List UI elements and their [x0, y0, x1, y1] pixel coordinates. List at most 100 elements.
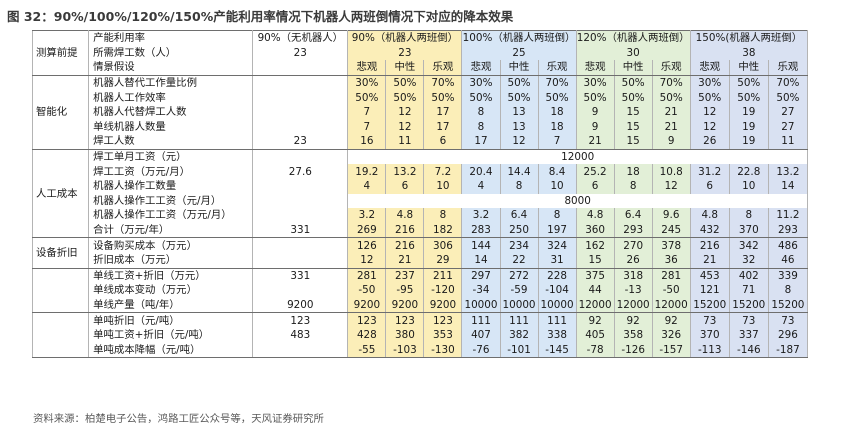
data-cell: 293: [768, 222, 809, 239]
row-label: 单吨折旧（元/吨）: [88, 312, 254, 328]
scenario-label: 悲观: [461, 60, 501, 76]
data-cell: 360: [576, 222, 615, 239]
data-cell: 7.2: [423, 164, 463, 179]
data-cell: 6.4: [500, 208, 539, 223]
data-cell: 73: [690, 312, 730, 328]
data-cell: 73: [729, 312, 769, 328]
data-cell: 293: [614, 222, 653, 239]
row-label: 单线工资+折旧（万元）: [88, 267, 254, 284]
row-label: 合计（万元/年）: [88, 222, 254, 239]
data-cell: 126: [347, 237, 387, 253]
data-cell: 3.2: [461, 208, 501, 223]
data-cell: 70%: [538, 74, 577, 91]
spanning-value: 12000: [347, 148, 808, 165]
base-value: 9200: [252, 297, 349, 314]
table-row: 单线机器人数量 7 12 17 8 13 18 9 15 21 12 19 27: [33, 119, 809, 135]
data-cell: 10: [538, 178, 577, 194]
row-label: 焊工单月工资（元）: [88, 148, 254, 165]
group-header: 100%（机器人两班倒）: [461, 29, 577, 46]
row-label: 机器人替代工作量比例: [88, 74, 254, 91]
data-cell: -13: [614, 283, 653, 298]
base-value: [252, 252, 349, 269]
data-cell: 6: [385, 178, 425, 194]
data-cell: 15: [576, 252, 615, 269]
data-cell: 245: [652, 222, 691, 239]
data-cell: 9.6: [652, 208, 691, 223]
data-cell: 8: [768, 283, 809, 298]
data-cell: 237: [385, 267, 425, 284]
data-cell: 19: [729, 119, 769, 135]
data-cell: 182: [423, 222, 463, 239]
data-cell: 382: [500, 327, 539, 343]
table-row: 单线产量（吨/年） 9200 9200 9200 9200 10000 10000 10000…: [33, 297, 809, 314]
data-cell: 50%: [423, 90, 463, 105]
data-cell: 370: [690, 327, 730, 343]
table-row: 机器人代替焊工人数 7 12 17 8 13 18 9 15 21 12 19 27: [33, 104, 809, 120]
data-cell: -95: [385, 283, 425, 298]
table-row: 单线成本变动（万元） -50 -95 -120 -34 -59 -104 44 -13 -50 12…: [33, 283, 809, 298]
base-value: [252, 342, 349, 359]
data-cell: 14: [768, 178, 809, 194]
data-cell: 16: [347, 134, 387, 150]
data-cell: -34: [461, 283, 501, 298]
data-cell: 25.2: [576, 164, 615, 179]
base-value: [252, 60, 349, 76]
data-cell: 27: [768, 104, 809, 120]
data-cell: 15: [614, 134, 653, 150]
data-cell: 432: [690, 222, 730, 239]
data-cell: 70%: [768, 74, 809, 91]
data-cell: 70%: [423, 74, 463, 91]
base-value: [252, 208, 349, 223]
data-cell: 4: [347, 178, 387, 194]
cost-table-wrapper: 测算前提 产能利用率 90%（无机器人） 90%（机器人两班倒） 100%（机器人两班倒…: [31, 29, 809, 359]
data-cell: 144: [461, 237, 501, 253]
table-row: 机器人操作工工资（元/月） 8000: [33, 193, 808, 209]
base-value: [252, 178, 349, 194]
row-label: 单线产量（吨/年）: [88, 297, 254, 314]
table-row: 合计（万元/年） 331 269 216 182 283 250 197 360 293 245 43…: [33, 222, 809, 239]
data-cell: 30%: [576, 74, 615, 91]
data-cell: 50%: [385, 90, 425, 105]
table-row: 人工成本 焊工单月工资（元） 12000: [31, 148, 808, 239]
data-cell: 4.8: [385, 208, 425, 223]
data-cell: 30%: [347, 74, 387, 91]
data-cell: 50%: [461, 90, 501, 105]
merged-value: 25: [461, 45, 577, 61]
data-cell: 402: [729, 267, 769, 284]
data-cell: 9: [576, 104, 615, 120]
data-cell: 30%: [690, 74, 730, 91]
data-cell: 11: [768, 134, 809, 150]
data-cell: 19.2: [347, 164, 387, 179]
base-value: [252, 74, 349, 91]
data-cell: 9200: [347, 297, 387, 314]
section-label: 人工成本: [31, 148, 90, 239]
data-cell: 6.4: [614, 208, 653, 223]
data-cell: 8.4: [538, 164, 577, 179]
data-cell: 31: [538, 252, 577, 269]
data-cell: 12: [652, 178, 691, 194]
data-cell: 92: [576, 312, 615, 328]
row-label: 机器人操作工工资（万元/月）: [88, 208, 254, 223]
data-cell: 8: [729, 208, 769, 223]
scenario-label: 乐观: [652, 60, 691, 76]
data-cell: 228: [538, 267, 577, 284]
data-cell: 306: [423, 237, 463, 253]
section-label: 测算前提: [31, 30, 90, 76]
data-cell: 26: [690, 134, 730, 150]
scenario-label: 中性: [729, 60, 769, 76]
data-cell: 50%: [576, 90, 615, 105]
data-cell: 36: [652, 252, 691, 269]
row-label: 机器人工作效率: [88, 90, 254, 105]
base-value: [252, 283, 349, 298]
scenario-label: 悲观: [576, 60, 615, 76]
scenario-label: 悲观: [347, 60, 387, 76]
data-cell: 8: [614, 178, 653, 194]
data-cell: -145: [538, 342, 577, 359]
data-cell: 9: [652, 134, 691, 150]
data-cell: 11.2: [768, 208, 809, 223]
data-cell: 4.8: [690, 208, 730, 223]
row-label: 单线机器人数量: [88, 119, 254, 135]
data-cell: 8: [500, 178, 539, 194]
data-cell: 123: [385, 312, 425, 328]
merged-value: 30: [576, 45, 691, 61]
